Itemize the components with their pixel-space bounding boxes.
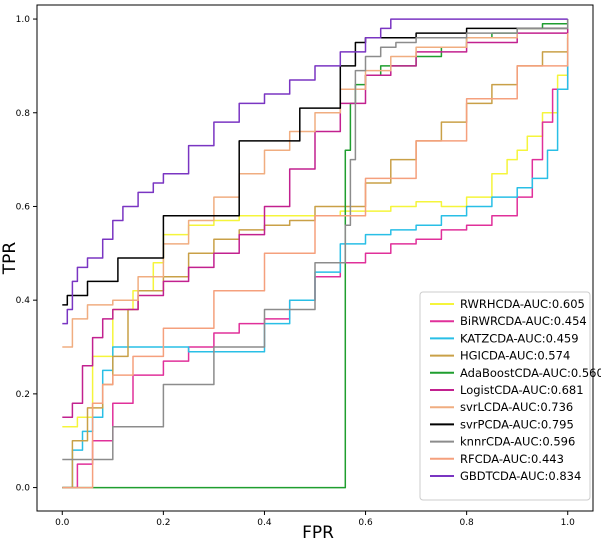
legend-label: AdaBoostCDA-AUC:0.560	[460, 366, 601, 380]
roc-curve-9	[62, 19, 569, 461]
legend-label: HGICDA-AUC:0.574	[460, 349, 570, 363]
legend-label: LogistCDA-AUC:0.681	[460, 383, 584, 397]
legend-label: KATZCDA-AUC:0.459	[460, 331, 579, 345]
y-tick-label: 0.6	[16, 202, 31, 212]
legend-label: GBDTCDA-AUC:0.834	[460, 469, 581, 483]
roc-curves	[62, 18, 569, 489]
y-tick-label: 0.2	[16, 390, 30, 400]
legend-box	[419, 291, 591, 501]
legend-label: BiRWRCDA-AUC:0.454	[460, 314, 587, 328]
y-tick-label: 0.4	[16, 296, 31, 306]
y-axis: 0.0 0.2 0.4 0.6 0.8 1.0	[16, 15, 37, 494]
x-tick-label: 0.2	[156, 518, 170, 528]
legend-label: knnrCDA-AUC:0.596	[460, 435, 575, 449]
x-tick-label: 0.8	[459, 518, 474, 528]
legend: RWRHCDA-AUC:0.605 BiRWRCDA-AUC:0.454 KATZC…	[419, 291, 601, 501]
roc-curve-10	[62, 33, 569, 489]
x-tick-label: 0.4	[257, 518, 272, 528]
legend-label: RWRHCDA-AUC:0.605	[460, 297, 585, 311]
roc-curve-7	[62, 19, 569, 348]
x-tick-label: 0.6	[358, 518, 373, 528]
roc-curve-2	[62, 61, 569, 489]
y-axis-title: TPR	[0, 242, 20, 276]
roc-curve-4	[62, 37, 569, 489]
legend-label: RFCDA-AUC:0.443	[460, 452, 564, 466]
x-axis: 0.0 0.2 0.4 0.6 0.8 1.0	[55, 511, 575, 528]
legend-label: svrPCDA-AUC:0.795	[460, 417, 574, 431]
x-tick-label: 1.0	[561, 518, 576, 528]
roc-curve-8	[62, 27, 568, 306]
roc-curve-6	[62, 28, 569, 419]
x-tick-label: 0.0	[55, 518, 70, 528]
legend-label: svrLCDA-AUC:0.736	[460, 400, 573, 414]
y-tick-label: 1.0	[16, 15, 31, 25]
y-tick-label: 0.8	[16, 109, 31, 119]
roc-curve-11	[62, 18, 568, 325]
x-axis-title: FPR	[302, 523, 334, 543]
y-tick-label: 0.0	[16, 484, 31, 494]
